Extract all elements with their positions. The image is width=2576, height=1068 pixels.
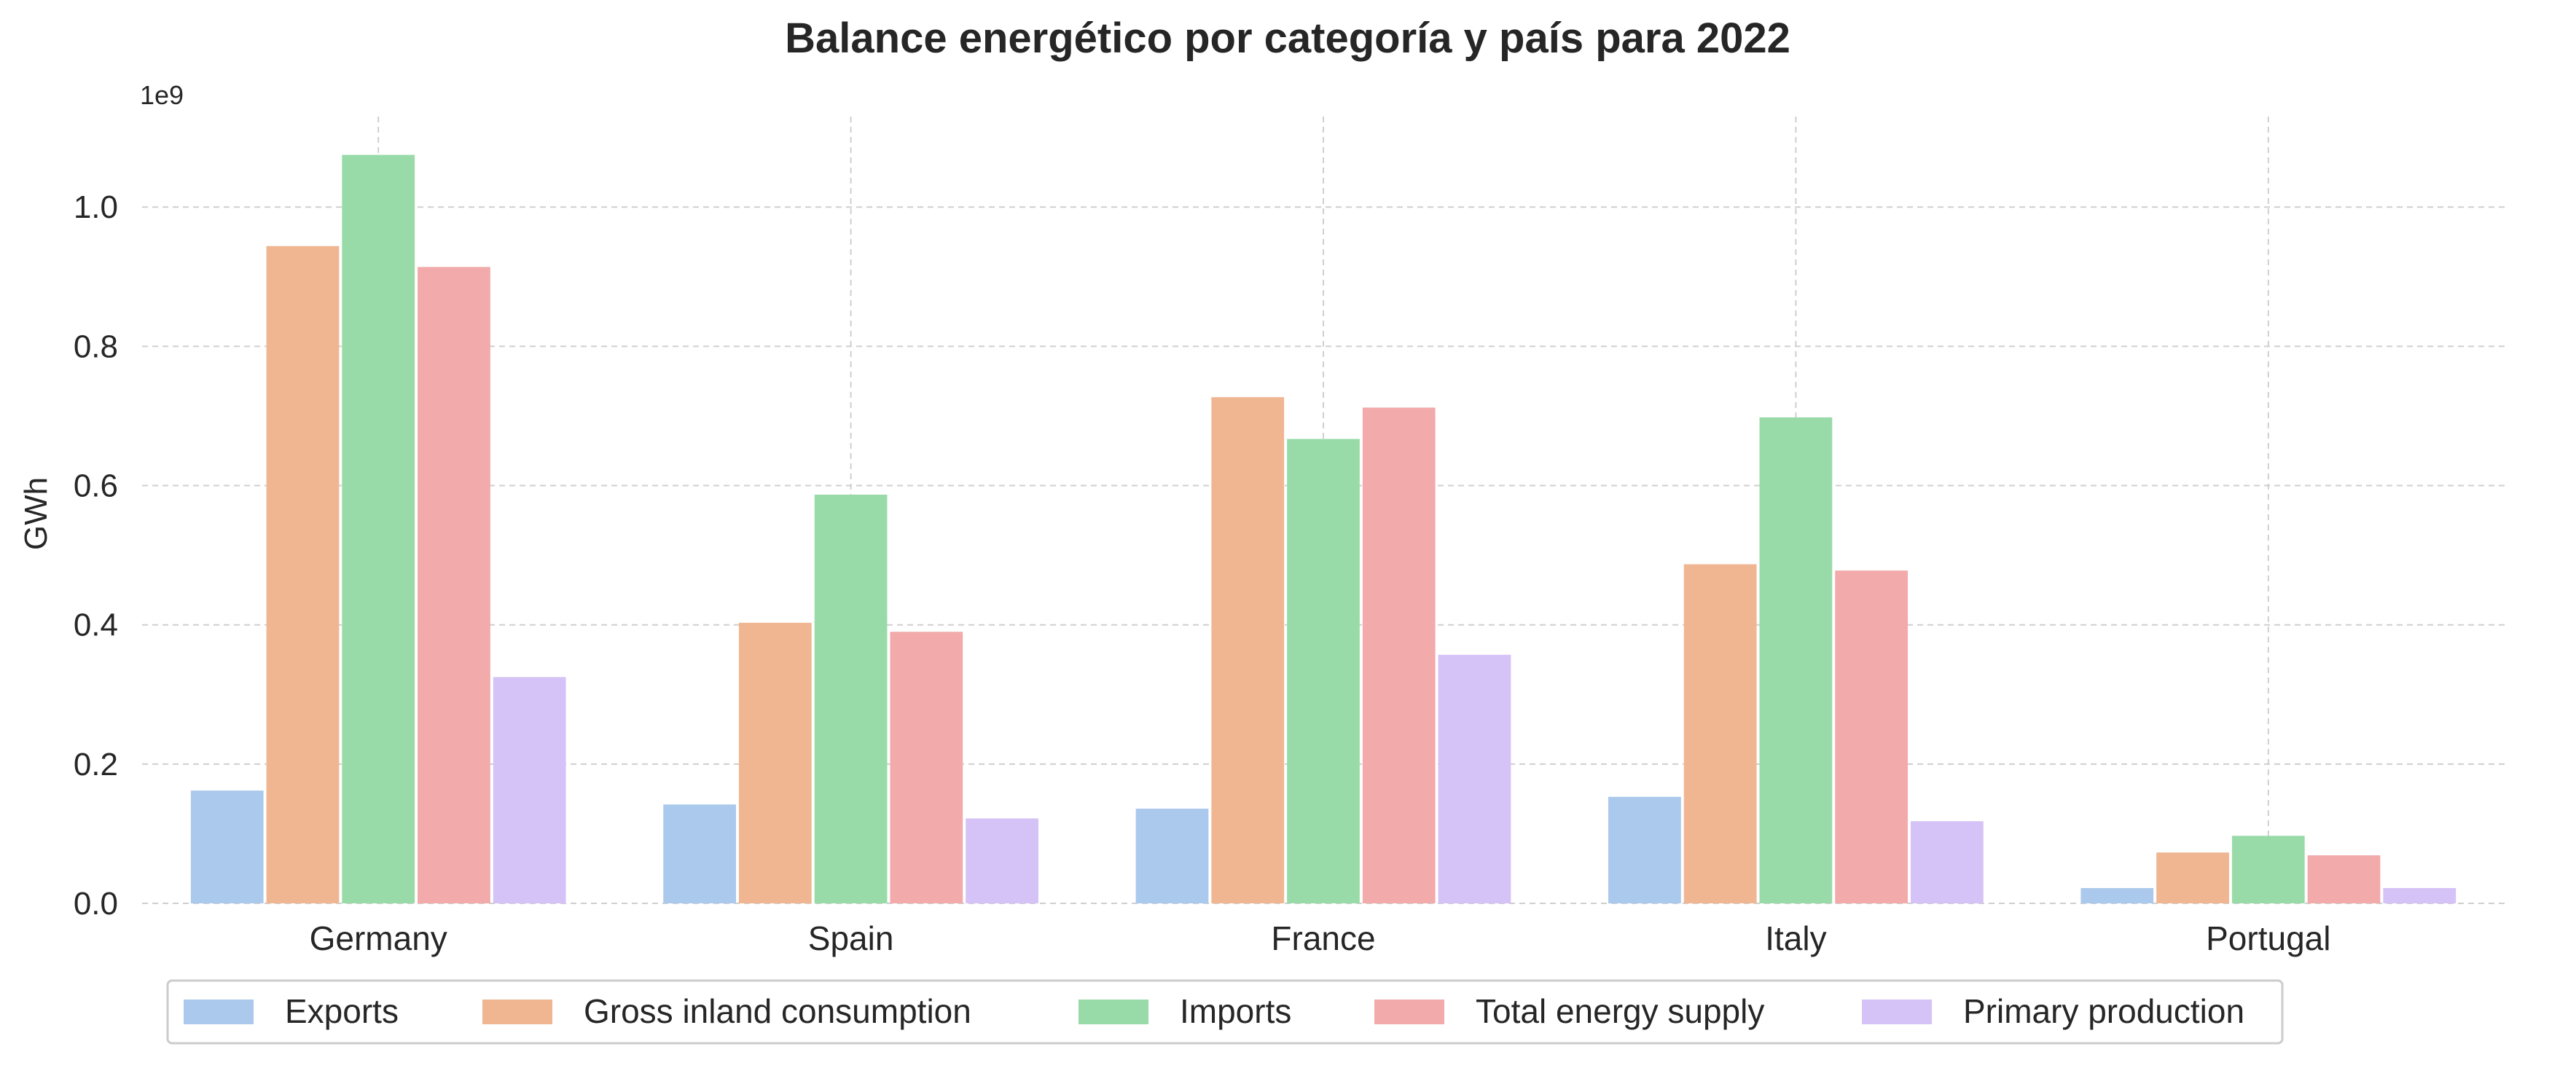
- bar-spain-total-energy-supply: [890, 632, 963, 903]
- bar-germany-gross-inland-consumption: [266, 246, 340, 903]
- legend-frame: [166, 979, 2284, 1045]
- bars: [190, 154, 2456, 903]
- bar-portugal-imports: [2231, 836, 2305, 903]
- x-tick-label: France: [1271, 919, 1375, 957]
- y-axis-label: GWh: [18, 477, 54, 550]
- legend-label: Primary production: [1963, 992, 2244, 1030]
- bar-spain-exports: [663, 804, 736, 903]
- x-tick-labels: Germany Spain France Italy Portugal: [310, 919, 2331, 957]
- bar-portugal-total-energy-supply: [2307, 855, 2381, 903]
- y-tick-labels: 0.0 0.2 0.4 0.6 0.8 1.0: [74, 189, 118, 922]
- bar-germany-primary-production: [493, 677, 566, 903]
- bar-portugal-primary-production: [2383, 887, 2456, 903]
- x-tick-label: Italy: [1765, 919, 1826, 957]
- x-tick-label: Germany: [310, 919, 447, 957]
- legend-swatch: [1862, 1000, 1932, 1024]
- legend-label: Imports: [1180, 992, 1291, 1030]
- bar-germany-imports: [342, 154, 415, 903]
- bar-france-exports: [1135, 809, 1209, 903]
- x-tick-label: Spain: [808, 919, 894, 957]
- chart-title: Balance energético por categoría y país …: [785, 15, 1790, 62]
- bar-portugal-gross-inland-consumption: [2156, 852, 2229, 903]
- y-tick-label: 0.4: [74, 608, 118, 643]
- bar-italy-gross-inland-consumption: [1683, 564, 1757, 903]
- legend-swatch: [184, 1000, 254, 1024]
- legend-label: Total energy supply: [1476, 992, 1764, 1030]
- legend-swatch: [1078, 1000, 1148, 1024]
- bar-france-primary-production: [1438, 654, 1511, 903]
- bar-italy-primary-production: [1911, 821, 1984, 903]
- bar-italy-imports: [1759, 417, 1833, 903]
- bar-spain-primary-production: [966, 818, 1038, 903]
- y-tick-label: 0.0: [74, 886, 118, 922]
- bar-portugal-exports: [2080, 887, 2154, 903]
- bar-france-total-energy-supply: [1362, 407, 1436, 903]
- legend-label: Gross inland consumption: [584, 992, 971, 1030]
- y-tick-label: 0.2: [74, 747, 118, 782]
- y-tick-label: 1.0: [74, 189, 118, 225]
- bar-germany-exports: [190, 790, 264, 903]
- legend-swatch: [1374, 1000, 1444, 1024]
- x-tick-label: Portugal: [2206, 919, 2330, 957]
- legend: Exports Gross inland consumption Imports To…: [166, 979, 2284, 1045]
- bar-italy-total-energy-supply: [1835, 570, 1908, 903]
- y-tick-label: 0.8: [74, 329, 118, 364]
- bar-france-imports: [1287, 439, 1360, 903]
- y-tick-label: 0.6: [74, 468, 118, 504]
- y-axis-offset-label: 1e9: [140, 80, 184, 110]
- bar-italy-exports: [1608, 796, 1681, 903]
- legend-swatch: [482, 1000, 552, 1024]
- legend-label: Exports: [285, 992, 399, 1030]
- bar-spain-gross-inland-consumption: [738, 622, 812, 903]
- bar-france-gross-inland-consumption: [1211, 397, 1285, 903]
- bar-spain-imports: [814, 494, 888, 903]
- bar-germany-total-energy-supply: [418, 267, 490, 903]
